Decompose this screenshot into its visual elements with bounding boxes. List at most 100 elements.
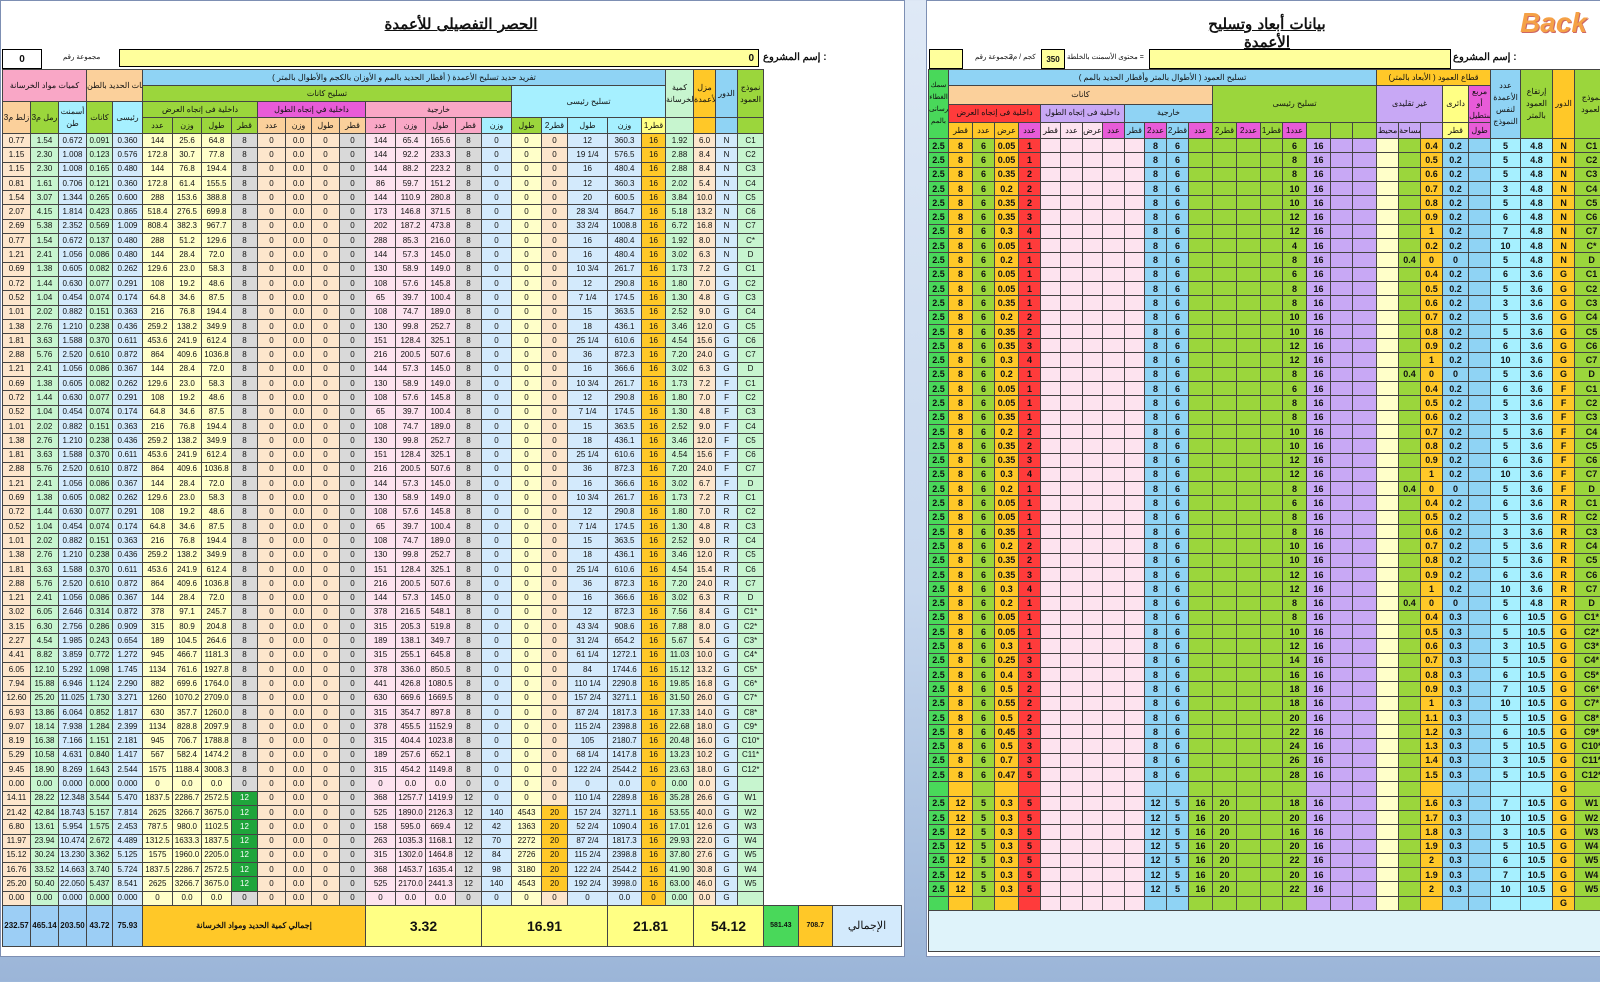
column-data-cell[interactable] xyxy=(1260,838,1283,854)
column-data-cell[interactable]: 1 xyxy=(1420,581,1444,597)
column-data-cell[interactable] xyxy=(1212,652,1237,668)
column-data-cell[interactable] xyxy=(1468,366,1492,383)
column-data-cell[interactable]: 16 xyxy=(1306,852,1331,869)
column-data-cell[interactable]: 2.5 xyxy=(928,538,949,554)
column-data-cell[interactable] xyxy=(1102,624,1125,640)
column-data-cell[interactable]: 16 xyxy=(1306,752,1331,769)
column-data-cell[interactable]: 8 xyxy=(1144,166,1167,182)
column-data-cell[interactable]: 7 xyxy=(1490,681,1522,697)
column-data-cell[interactable] xyxy=(1188,366,1213,383)
column-data-cell[interactable] xyxy=(1351,781,1378,797)
column-data-cell[interactable] xyxy=(1351,366,1378,383)
column-data-cell[interactable] xyxy=(1468,223,1492,240)
column-data-cell[interactable] xyxy=(1102,180,1125,197)
column-data-cell[interactable]: 0.05 xyxy=(994,238,1019,254)
column-data-cell[interactable] xyxy=(1040,709,1061,726)
column-data-cell[interactable] xyxy=(1188,352,1213,368)
column-data-cell[interactable]: 8 xyxy=(948,395,973,411)
column-data-cell[interactable] xyxy=(1188,781,1213,797)
column-data-cell[interactable] xyxy=(1040,581,1061,597)
column-data-cell[interactable] xyxy=(1124,709,1145,726)
column-data-cell[interactable] xyxy=(1376,466,1400,483)
column-data-cell[interactable]: 16 xyxy=(1188,867,1213,883)
column-data-cell[interactable] xyxy=(1212,409,1237,425)
column-data-cell[interactable] xyxy=(1330,381,1353,397)
column-data-cell[interactable] xyxy=(1060,423,1083,440)
column-data-cell[interactable]: C2* xyxy=(1574,624,1600,640)
column-data-cell[interactable] xyxy=(1260,252,1283,268)
column-data-cell[interactable]: 2.5 xyxy=(928,266,949,282)
column-data-cell[interactable]: 16 xyxy=(1306,881,1331,897)
column-data-cell[interactable]: 6 xyxy=(1166,466,1189,483)
column-data-cell[interactable] xyxy=(1260,752,1283,769)
column-data-cell[interactable]: 0.47 xyxy=(994,767,1019,783)
column-data-cell[interactable]: 0.3 xyxy=(1442,838,1470,854)
column-data-cell[interactable]: 6 xyxy=(972,652,995,668)
column-data-cell[interactable]: 3.6 xyxy=(1520,323,1554,340)
column-data-cell[interactable]: 1 xyxy=(1018,524,1041,540)
column-data-cell[interactable]: 10.5 xyxy=(1520,709,1554,726)
column-data-cell[interactable] xyxy=(1082,767,1103,783)
column-data-cell[interactable]: 0.2 xyxy=(1442,209,1470,225)
column-data-cell[interactable]: 2 xyxy=(1018,438,1041,454)
column-data-cell[interactable]: C4 xyxy=(1574,423,1600,440)
column-data-cell[interactable] xyxy=(1124,466,1145,483)
column-data-cell[interactable] xyxy=(1468,352,1492,368)
column-data-cell[interactable] xyxy=(1124,309,1145,325)
column-data-cell[interactable]: G xyxy=(1552,366,1576,383)
column-data-cell[interactable] xyxy=(1212,767,1237,783)
column-data-cell[interactable]: 0.05 xyxy=(994,152,1019,168)
column-data-cell[interactable]: 1.1 xyxy=(1420,709,1444,726)
column-data-cell[interactable]: 3.6 xyxy=(1520,495,1554,511)
column-data-cell[interactable]: 20 xyxy=(1212,881,1237,897)
column-data-cell[interactable] xyxy=(1468,409,1492,425)
column-data-cell[interactable]: F xyxy=(1552,438,1576,454)
column-data-cell[interactable] xyxy=(1236,180,1261,197)
column-data-cell[interactable] xyxy=(1188,538,1213,554)
column-data-cell[interactable] xyxy=(1376,724,1400,740)
column-data-cell[interactable]: 8 xyxy=(948,767,973,783)
column-data-cell[interactable]: C6 xyxy=(1574,452,1600,468)
column-data-cell[interactable]: 8 xyxy=(1144,666,1167,683)
column-data-cell[interactable]: 8 xyxy=(948,509,973,526)
column-data-cell[interactable] xyxy=(1260,781,1283,797)
column-data-cell[interactable] xyxy=(1330,538,1353,554)
column-data-cell[interactable]: 0.2 xyxy=(1442,452,1470,468)
column-data-cell[interactable] xyxy=(1124,252,1145,268)
column-data-cell[interactable]: 4.8 xyxy=(1520,209,1554,225)
column-data-cell[interactable] xyxy=(1060,595,1083,611)
column-data-cell[interactable] xyxy=(1236,824,1261,840)
column-data-cell[interactable] xyxy=(1330,438,1353,454)
column-data-cell[interactable] xyxy=(1468,781,1492,797)
column-data-cell[interactable]: 5 xyxy=(1490,509,1522,526)
column-data-cell[interactable] xyxy=(1040,252,1061,268)
column-data-cell[interactable] xyxy=(1102,752,1125,769)
column-data-cell[interactable] xyxy=(1376,238,1400,254)
column-data-cell[interactable]: 24 xyxy=(1282,738,1307,754)
column-data-cell[interactable]: 8 xyxy=(1144,152,1167,168)
column-data-cell[interactable] xyxy=(1102,137,1125,154)
column-data-cell[interactable]: 0.2 xyxy=(1442,552,1470,568)
column-data-cell[interactable]: 2.5 xyxy=(928,609,949,626)
column-data-cell[interactable]: C6* xyxy=(1574,681,1600,697)
column-data-cell[interactable]: 2.5 xyxy=(928,238,949,254)
column-data-cell[interactable]: 6 xyxy=(972,338,995,354)
column-data-cell[interactable] xyxy=(1102,581,1125,597)
column-data-cell[interactable]: 6 xyxy=(1166,352,1189,368)
column-data-cell[interactable]: 6 xyxy=(1166,366,1189,383)
column-data-cell[interactable] xyxy=(1018,895,1041,912)
column-data-cell[interactable]: 0.2 xyxy=(1442,509,1470,526)
column-data-cell[interactable] xyxy=(1330,695,1353,711)
column-data-cell[interactable]: 1.8 xyxy=(1420,824,1444,840)
column-data-cell[interactable]: 0.2 xyxy=(1442,238,1470,254)
column-data-cell[interactable] xyxy=(1468,395,1492,411)
column-data-cell[interactable] xyxy=(1236,481,1261,497)
column-data-cell[interactable] xyxy=(1102,438,1125,454)
column-data-cell[interactable]: C2 xyxy=(1574,280,1600,297)
column-data-cell[interactable] xyxy=(1082,452,1103,468)
column-data-cell[interactable] xyxy=(1040,695,1061,711)
column-data-cell[interactable]: C8* xyxy=(1574,709,1600,726)
column-data-cell[interactable] xyxy=(1102,366,1125,383)
column-data-cell[interactable]: 16 xyxy=(1306,838,1331,854)
column-data-cell[interactable]: 0.05 xyxy=(994,266,1019,282)
